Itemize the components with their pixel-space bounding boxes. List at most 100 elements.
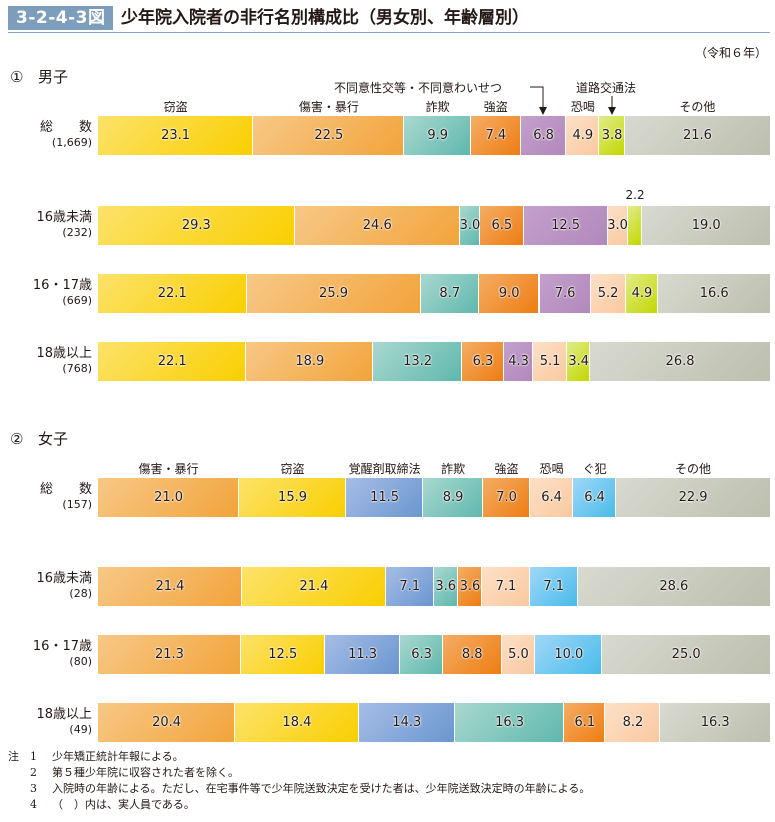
row-label: 総 数 (1,669) bbox=[40, 119, 92, 150]
bar-segment bbox=[520, 116, 567, 155]
note-number: 4 bbox=[30, 798, 37, 811]
segment-value-label: 21.6 bbox=[682, 128, 712, 143]
bar-segment bbox=[642, 206, 770, 245]
segment-value-label: 15.9 bbox=[278, 490, 307, 505]
segment-value-label: 7.4 bbox=[485, 128, 507, 143]
segment-value-label: 21.3 bbox=[154, 647, 184, 662]
segment-value-label: 3.6 bbox=[435, 579, 457, 594]
segment-value-label: 4.9 bbox=[572, 128, 594, 143]
segment-value-label: 4.9 bbox=[631, 286, 653, 301]
segment-value-label: 14.3 bbox=[392, 715, 422, 730]
bar-segment bbox=[590, 274, 626, 313]
bar-segment bbox=[98, 478, 240, 517]
category-label: 恐喝 bbox=[539, 462, 564, 476]
segment-value-label: 7.1 bbox=[495, 579, 517, 594]
note-number: 3 bbox=[30, 782, 37, 795]
segment-value-label: 11.5 bbox=[370, 490, 400, 505]
bar-segment bbox=[533, 342, 568, 381]
annotation-arrows bbox=[530, 86, 616, 115]
section-number: ① bbox=[10, 68, 24, 86]
category-label: 強盗 bbox=[494, 462, 519, 476]
segment-value-label: 16.6 bbox=[699, 286, 729, 301]
bar-segment bbox=[566, 116, 600, 155]
segment-value-label: 16.3 bbox=[700, 715, 730, 730]
segment-value-label: 18.4 bbox=[282, 715, 312, 730]
segment-value-label: 3.6 bbox=[459, 579, 481, 594]
bar-segment bbox=[523, 206, 608, 245]
note-number: 1 bbox=[30, 750, 37, 763]
stacked-bar: 29.3 24.6 3.0 6.5 12.5 3.0 19.0 bbox=[98, 206, 770, 245]
segment-value-label: 8.2 bbox=[622, 715, 644, 730]
bar-segment bbox=[400, 635, 443, 674]
bar-segment bbox=[420, 274, 479, 313]
bar-segment bbox=[660, 703, 770, 742]
bar-segment bbox=[590, 342, 770, 381]
row-label: 18歳以上 (768) bbox=[36, 345, 92, 376]
bar-segment bbox=[241, 567, 386, 606]
section-label: 女子 bbox=[38, 430, 69, 448]
row-label: 16歳未満 (28) bbox=[36, 570, 92, 601]
category-label: 窃盗 bbox=[163, 100, 188, 114]
bar-segment bbox=[504, 342, 533, 381]
category-label: その他 bbox=[675, 462, 712, 476]
segment-value-label: 22.1 bbox=[157, 354, 187, 369]
segment-value-label: 29.3 bbox=[181, 218, 211, 233]
section-title-female: ② 女子 bbox=[10, 428, 68, 449]
bar-segment bbox=[98, 206, 295, 245]
segment-value-label: 22.1 bbox=[157, 286, 187, 301]
note-text: 入院時の年齢による。ただし、在宅事件等で少年院送致決定を受けた者は、少年院送致決… bbox=[52, 782, 591, 795]
segment-value-label: 24.6 bbox=[362, 218, 392, 233]
bar-segment bbox=[627, 206, 643, 245]
bar-segment bbox=[483, 478, 531, 517]
segment-value-label: 7.1 bbox=[543, 579, 565, 594]
segment-value-label: 20.4 bbox=[152, 715, 182, 730]
arrow-traffic-law bbox=[608, 96, 616, 115]
bar-segment bbox=[239, 478, 346, 517]
bar-segment bbox=[98, 274, 247, 313]
segment-value-label: 22.5 bbox=[314, 128, 344, 143]
segment-value-label: 28.6 bbox=[659, 579, 689, 594]
row-count: (768) bbox=[62, 362, 92, 375]
segment-value-label: 16.3 bbox=[495, 715, 525, 730]
segment-value-label: 3.0 bbox=[607, 218, 628, 233]
category-label: 詐欺 bbox=[441, 462, 466, 476]
bar-segment bbox=[385, 567, 434, 606]
bar-segment bbox=[98, 567, 242, 606]
bar-segment bbox=[602, 635, 770, 674]
segment-value-label: 11.3 bbox=[348, 647, 378, 662]
bar-segment bbox=[373, 342, 462, 381]
row-label: 16・17歳 (669) bbox=[33, 277, 92, 308]
note-text: （ ）内は、実人員である。 bbox=[52, 798, 195, 811]
segment-value-label: 9.9 bbox=[427, 128, 449, 143]
row-count: (669) bbox=[62, 294, 92, 307]
bar-segment bbox=[98, 703, 236, 742]
bar-segment bbox=[459, 206, 480, 245]
bar-segment bbox=[246, 274, 421, 313]
bar-segment bbox=[479, 274, 540, 313]
segment-value-label: 6.4 bbox=[584, 490, 605, 505]
note-item: 注 1 少年矯正統計年報による。 bbox=[8, 749, 590, 765]
row-count: (80) bbox=[69, 655, 92, 668]
note-number: 2 bbox=[30, 766, 37, 779]
bar-segment bbox=[530, 478, 574, 517]
bar-segment bbox=[616, 478, 770, 517]
bar-segment bbox=[246, 342, 374, 381]
category-label: ぐ犯 bbox=[582, 462, 607, 476]
bar-segment bbox=[539, 274, 591, 313]
bar-segment bbox=[423, 478, 484, 517]
row-name: 16歳未満 bbox=[36, 210, 92, 225]
section-number: ② bbox=[10, 430, 24, 448]
segment-value-label: 6.8 bbox=[533, 128, 554, 143]
category-label: 窃盗 bbox=[280, 462, 305, 476]
category-label: その他 bbox=[679, 100, 716, 114]
row-label: 16・17歳 (80) bbox=[33, 638, 92, 669]
segment-value-label: 6.5 bbox=[491, 218, 513, 233]
segment-value-label: 3.0 bbox=[459, 218, 481, 233]
bar-segment bbox=[599, 116, 625, 155]
bar-segment bbox=[294, 206, 460, 245]
stacked-bar: 21.0 15.9 11.5 8.9 7.0 6.4 6.4 22.9 bbox=[98, 478, 770, 517]
bar-segment bbox=[535, 635, 603, 674]
segment-value-label: 13.2 bbox=[403, 354, 433, 369]
bar-segment bbox=[454, 703, 565, 742]
bar-segment bbox=[345, 478, 424, 517]
